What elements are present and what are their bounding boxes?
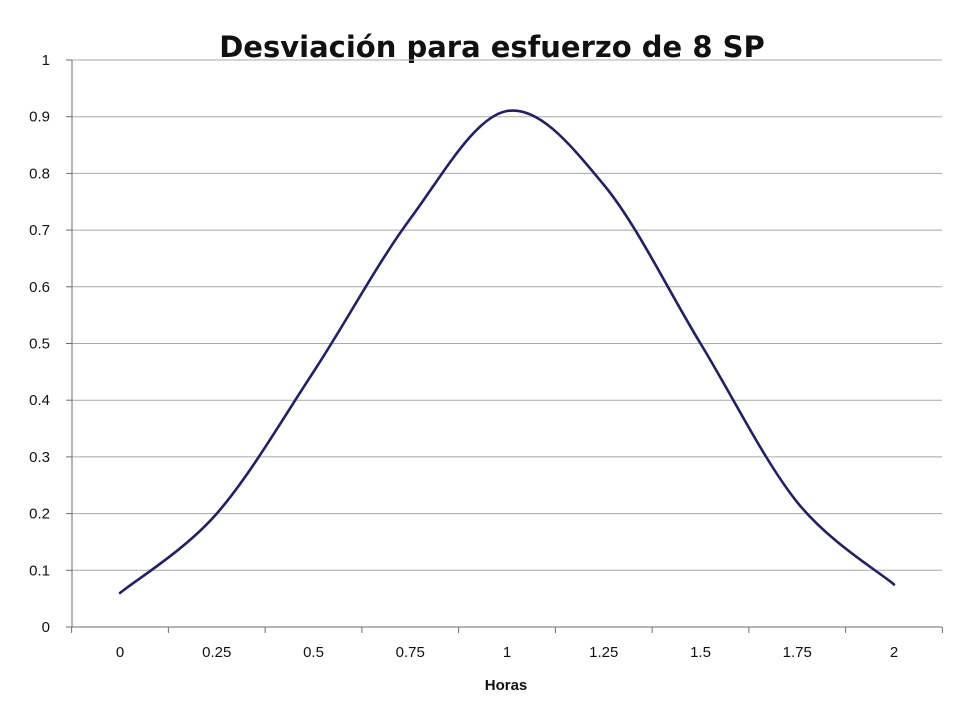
series-layer <box>118 109 896 595</box>
x-axis-label: Horas <box>485 677 528 694</box>
y-tick-label: 0 <box>42 619 50 636</box>
chart-title: Desviación para esfuerzo de 8 SP <box>219 30 765 64</box>
y-tick-label: 0.7 <box>29 222 50 239</box>
grid-lines <box>72 59 942 571</box>
x-tick-labels: 0 0.25 0.5 0.75 1 1.25 1.5 1.75 2 <box>116 644 898 661</box>
y-tick-label: 1 <box>42 52 50 69</box>
x-tick-label: 0.75 <box>396 644 425 661</box>
y-tick-label: 0.8 <box>29 165 50 182</box>
x-tick-label: 1.5 <box>690 644 711 661</box>
y-tick-label: 0.1 <box>29 562 50 579</box>
x-tick-label: 1.25 <box>589 644 618 661</box>
x-tick-label: 0.25 <box>202 644 231 661</box>
y-tick-label: 0.3 <box>29 449 50 466</box>
x-tick-label: 0.5 <box>303 644 324 661</box>
y-tick-label: 0.6 <box>29 279 50 296</box>
x-tick-label: 0 <box>116 644 124 661</box>
y-tick-label: 0.2 <box>29 506 50 523</box>
y-tick-label: 0.9 <box>29 109 50 126</box>
y-tick-label: 0.5 <box>29 336 50 353</box>
axes <box>66 59 943 633</box>
x-tick-label: 1 <box>503 644 511 661</box>
x-tick-label: 2 <box>890 644 898 661</box>
y-tick-label: 0.4 <box>29 392 50 409</box>
y-tick-labels: 0 0.1 0.2 0.3 0.4 0.5 0.6 0.7 0.8 0.9 1 <box>29 52 50 636</box>
series-line <box>118 109 896 595</box>
x-tick-label: 1.75 <box>783 644 812 661</box>
